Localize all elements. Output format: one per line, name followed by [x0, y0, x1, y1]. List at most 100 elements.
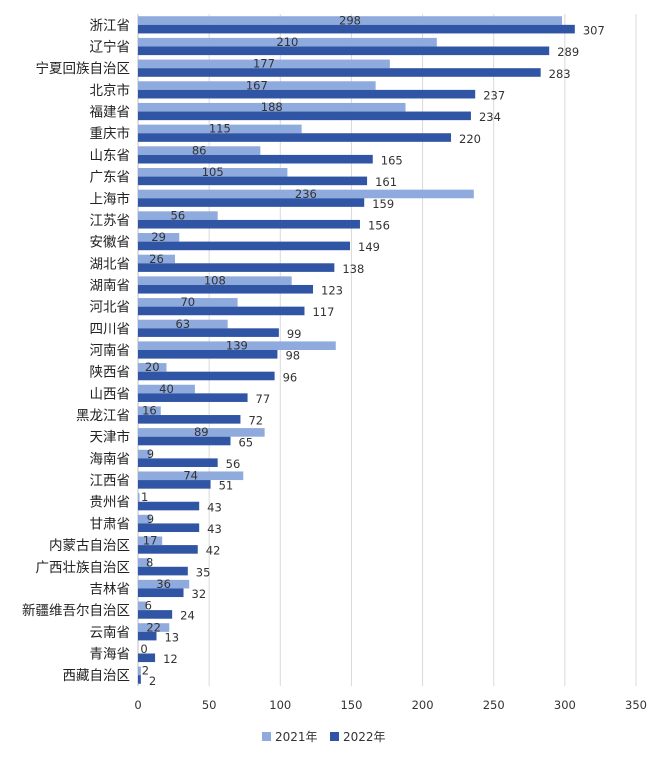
data-label-2022: 24 — [180, 609, 195, 623]
legend-label-2021: 2021年 — [275, 730, 318, 744]
bar-2022 — [138, 24, 575, 34]
data-label-2021: 108 — [204, 273, 226, 287]
data-label-2022: 220 — [459, 132, 481, 146]
data-label-2022: 307 — [583, 23, 605, 37]
data-label-2021: 56 — [171, 208, 186, 222]
data-label-2022: 72 — [248, 414, 263, 428]
data-label-2022: 156 — [368, 219, 390, 233]
data-label-2022: 2 — [149, 674, 156, 688]
bar-2021 — [138, 211, 218, 220]
data-label-2022: 289 — [557, 45, 579, 59]
bar-2021 — [138, 189, 474, 199]
category-label: 福建省 — [90, 105, 131, 121]
data-label-2022: 237 — [483, 88, 505, 102]
data-label-2022: 51 — [219, 479, 234, 493]
category-label: 吉林省 — [90, 581, 131, 597]
bar-2021 — [138, 363, 167, 372]
bar-2022 — [138, 523, 200, 533]
bar-2022 — [138, 198, 365, 207]
data-label-2021: 188 — [261, 100, 283, 114]
data-label-2021: 40 — [159, 382, 174, 396]
data-label-2022: 165 — [381, 154, 403, 168]
data-label-2022: 99 — [287, 327, 302, 341]
category-label: 黑龙江省 — [76, 408, 130, 424]
category-label: 上海市 — [90, 190, 131, 207]
bar-2021 — [138, 493, 140, 502]
bar-2021 — [138, 406, 161, 416]
bar-2022 — [138, 588, 184, 598]
data-label-2021: 2 — [142, 664, 149, 678]
data-label-2022: 13 — [164, 630, 179, 644]
category-label: 湖南省 — [90, 278, 131, 294]
data-label-2022: 234 — [479, 110, 501, 124]
category-label: 河南省 — [90, 343, 131, 359]
data-label-2021: 70 — [180, 295, 195, 309]
x-tick-label: 150 — [340, 698, 362, 712]
data-label-2021: 26 — [149, 252, 164, 266]
data-label-2021: 89 — [194, 425, 209, 439]
category-label: 浙江省 — [90, 18, 131, 34]
bar-2022 — [138, 371, 275, 381]
bar-2021 — [138, 384, 195, 394]
bar-2022 — [138, 458, 218, 467]
data-label-2021: 139 — [226, 339, 248, 353]
category-label: 河北省 — [90, 300, 131, 316]
data-label-2022: 117 — [312, 305, 334, 319]
category-label: 辽宁省 — [90, 39, 131, 56]
category-label: 山西省 — [90, 386, 131, 402]
bar-2021 — [138, 59, 390, 69]
bar-2021 — [138, 514, 151, 524]
bar-2021 — [138, 276, 292, 285]
category-label: 陕西省 — [90, 365, 131, 381]
bar-2022 — [138, 545, 198, 554]
data-label-2022: 138 — [342, 262, 364, 276]
bar-2021 — [138, 298, 238, 307]
x-tick-label: 0 — [134, 698, 141, 712]
data-label-2021: 36 — [156, 577, 171, 591]
data-label-2022: 98 — [285, 349, 300, 363]
category-label: 重庆市 — [90, 125, 131, 142]
bar-2022 — [138, 46, 550, 56]
category-label: 江苏省 — [90, 213, 131, 229]
data-label-2022: 123 — [321, 284, 343, 298]
category-label: 甘肃省 — [90, 516, 131, 532]
category-label: 湖北省 — [90, 256, 131, 272]
data-label-2021: 17 — [143, 534, 158, 548]
bar-2021 — [138, 146, 261, 155]
bar-2022 — [138, 436, 231, 446]
bar-2021 — [138, 16, 563, 25]
bar-2022 — [138, 610, 173, 619]
category-label: 江西省 — [90, 473, 131, 489]
data-label-2022: 65 — [238, 435, 253, 449]
bar-2022 — [138, 566, 188, 576]
bar-2022 — [138, 350, 278, 359]
data-label-2022: 35 — [196, 565, 211, 579]
bar-2022 — [138, 219, 360, 229]
category-label: 广东省 — [90, 170, 131, 186]
bar-2022 — [138, 68, 541, 77]
bar-2021 — [138, 102, 406, 112]
bar-2022 — [138, 480, 211, 489]
category-label: 西藏自治区 — [63, 668, 131, 684]
data-label-2021: 298 — [339, 13, 361, 27]
bar-2021 — [138, 233, 180, 242]
data-label-2022: 159 — [372, 197, 394, 211]
bar-2021 — [138, 601, 147, 611]
bar-2021 — [138, 579, 190, 589]
category-label: 北京市 — [90, 82, 131, 99]
data-label-2021: 167 — [246, 78, 268, 92]
category-label: 云南省 — [90, 625, 131, 641]
bar-2022 — [138, 653, 156, 663]
bar-2021 — [138, 428, 265, 437]
category-label: 内蒙古自治区 — [49, 538, 130, 554]
bar-2021 — [138, 124, 302, 134]
x-tick-label: 250 — [483, 698, 505, 712]
bar-2022 — [138, 328, 279, 337]
bar-2022 — [138, 154, 373, 164]
data-label-2021: 29 — [151, 230, 166, 244]
data-label-2021: 236 — [295, 187, 317, 201]
bar-2021 — [138, 254, 175, 264]
data-label-2022: 161 — [375, 175, 397, 189]
